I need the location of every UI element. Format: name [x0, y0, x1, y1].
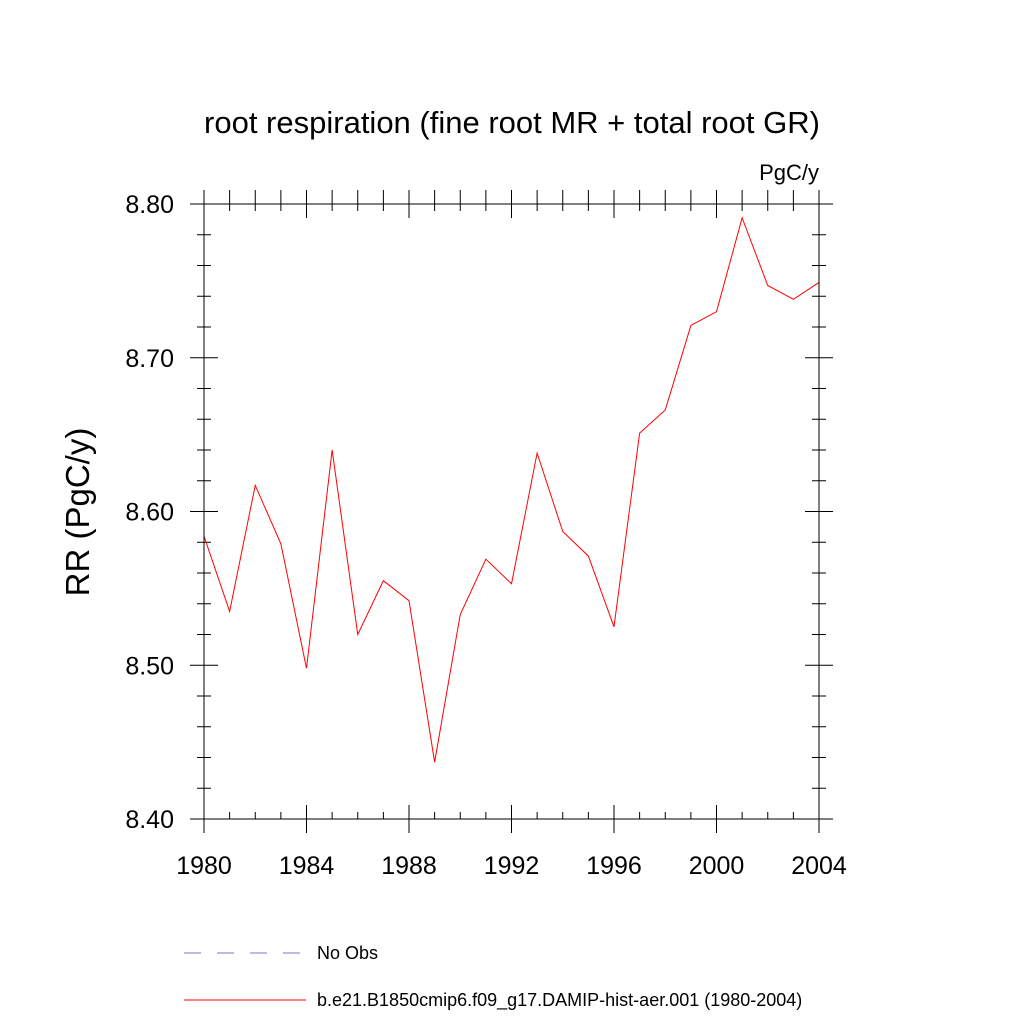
y-axis-label: RR (PgC/y) — [59, 428, 96, 597]
legend-label-model: b.e21.B1850cmip6.f09_g17.DAMIP-hist-aer.… — [317, 990, 802, 1011]
series-line — [203, 216, 820, 763]
x-tick-label: 1992 — [484, 852, 540, 880]
x-tick-label: 2000 — [689, 852, 745, 880]
chart-title: root respiration (fine root MR + total r… — [204, 105, 820, 140]
x-tick-label: 1984 — [279, 852, 335, 880]
x-tick-label: 2004 — [791, 852, 847, 880]
x-tick-label: 1996 — [586, 852, 642, 880]
legend-label-no-obs: No Obs — [317, 943, 378, 963]
plot-frame — [203, 203, 820, 820]
y-tick-label: 8.70 — [125, 345, 174, 373]
y-tick-label: 8.80 — [125, 191, 174, 219]
y-tick-label: 8.50 — [125, 652, 174, 680]
series-layer — [203, 216, 820, 763]
y-tick-labels: 8.40 8.50 8.60 8.70 8.80 — [125, 191, 174, 834]
x-tick-label: 1988 — [381, 852, 437, 880]
y-tick-label: 8.40 — [125, 806, 174, 834]
axis-ticks — [190, 190, 833, 833]
x-tick-label: 1980 — [176, 852, 232, 880]
x-tick-labels: 1980 1984 1988 1992 1996 2000 2004 — [176, 852, 847, 880]
legend: No Obs b.e21.B1850cmip6.f09_g17.DAMIP-hi… — [184, 943, 802, 1011]
y-tick-label: 8.60 — [125, 499, 174, 527]
units-label: PgC/y — [759, 160, 819, 185]
